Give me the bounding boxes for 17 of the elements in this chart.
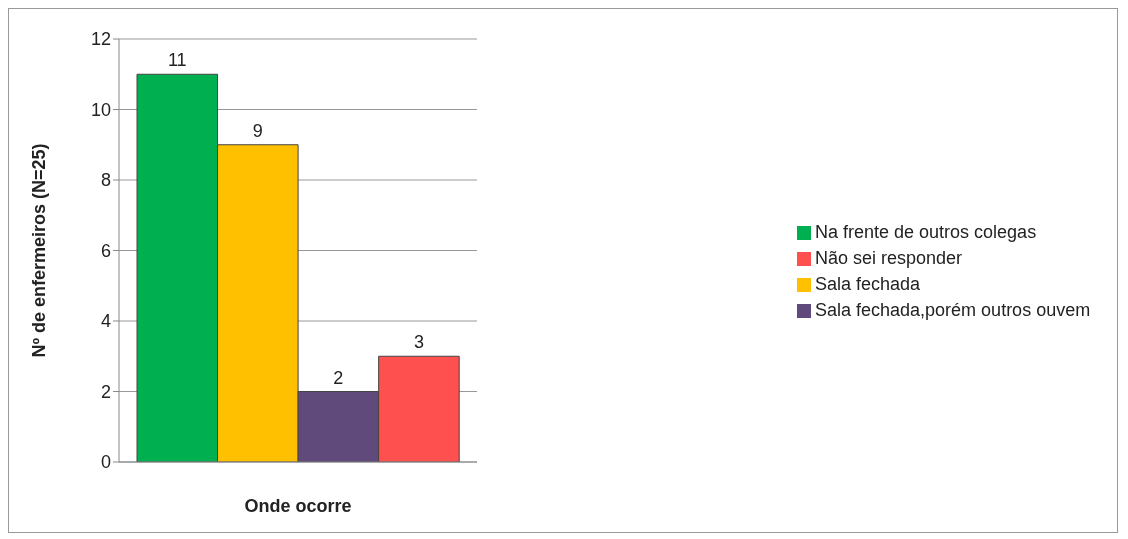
data-label: 9 (252, 120, 263, 141)
y-tick-label: 8 (100, 170, 111, 191)
legend-label: Sala fechada,porém outros ouvem (815, 299, 1091, 320)
data-label: 11 (167, 50, 187, 71)
y-axis-title: Nº de enfermeiros (N=25) (29, 143, 50, 358)
y-tick-label: 2 (100, 381, 111, 402)
legend-label: Na frente de outros colegas (815, 221, 1037, 242)
x-axis-title: Onde ocorre (244, 496, 352, 516)
y-tick-label: 0 (100, 452, 111, 473)
legend-label: Não sei responder (815, 247, 963, 268)
y-tick-label: 10 (90, 99, 111, 120)
legend-label: Sala fechada (815, 273, 921, 294)
y-tick-label: 6 (100, 240, 111, 261)
data-label: 3 (413, 332, 424, 353)
data-label: 2 (333, 367, 344, 388)
y-tick-label: 4 (100, 311, 111, 332)
y-tick-label: 12 (90, 29, 111, 50)
